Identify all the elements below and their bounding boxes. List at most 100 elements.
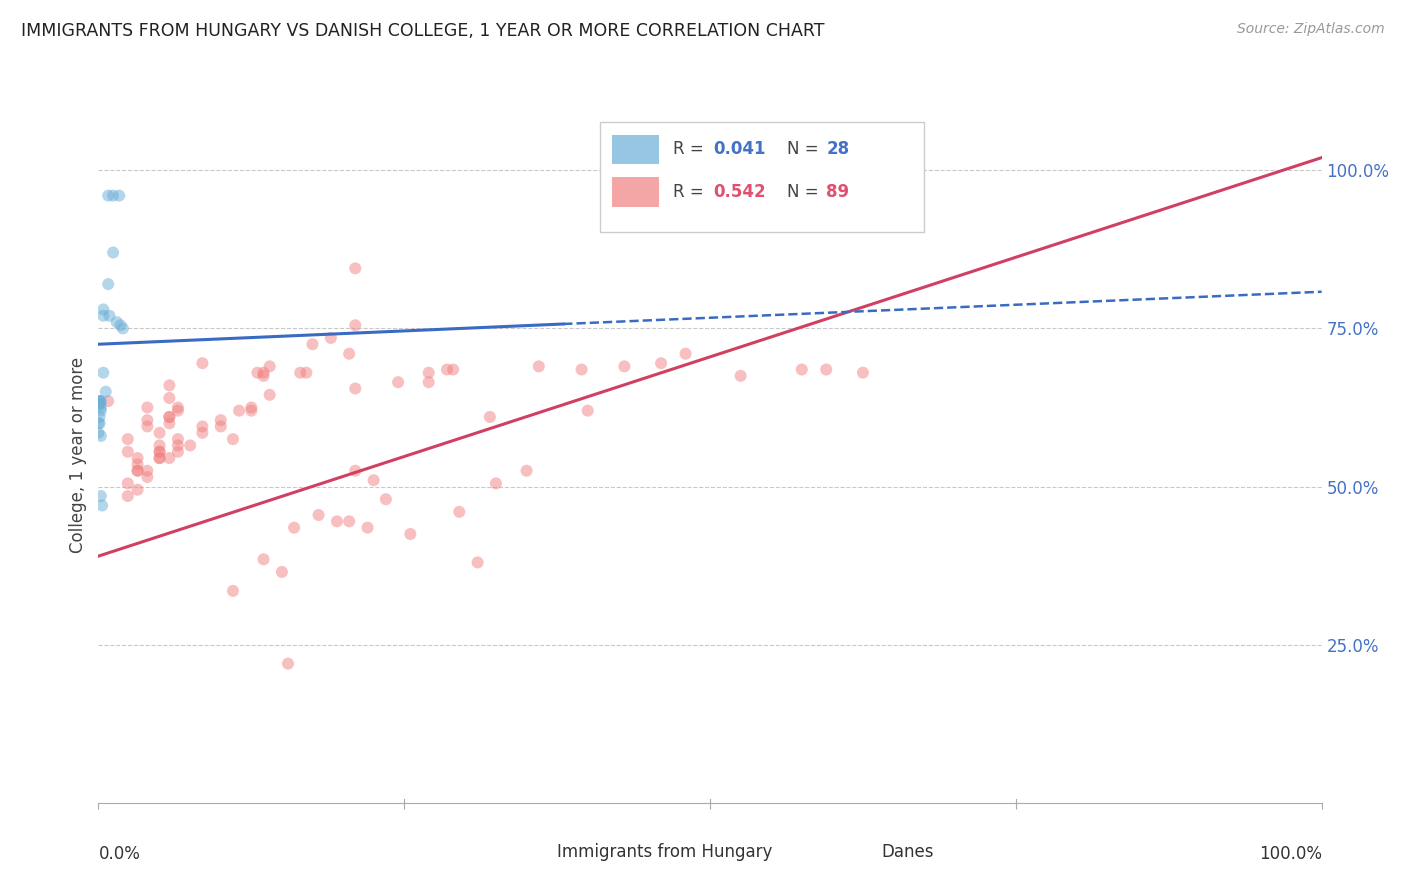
Point bbox=[111, 321, 134, 335]
Point bbox=[157, 417, 180, 431]
Point bbox=[418, 375, 440, 389]
Point bbox=[97, 188, 120, 202]
Point bbox=[127, 464, 149, 478]
Point bbox=[157, 451, 180, 466]
Point bbox=[209, 413, 232, 427]
Point bbox=[209, 419, 232, 434]
Text: 0.0%: 0.0% bbox=[98, 845, 141, 863]
Point bbox=[418, 366, 440, 380]
Point bbox=[117, 432, 139, 446]
Point bbox=[167, 432, 190, 446]
Point bbox=[127, 464, 149, 478]
Point bbox=[283, 521, 305, 535]
Point bbox=[191, 356, 214, 370]
Point bbox=[613, 359, 636, 374]
Point bbox=[240, 401, 263, 415]
Point bbox=[87, 394, 110, 409]
FancyBboxPatch shape bbox=[600, 122, 924, 232]
Point bbox=[117, 476, 139, 491]
Point bbox=[270, 565, 294, 579]
Point bbox=[117, 444, 139, 458]
Point bbox=[191, 425, 214, 440]
Point bbox=[90, 394, 112, 409]
Point bbox=[117, 489, 139, 503]
Point bbox=[98, 309, 121, 323]
Point bbox=[89, 417, 111, 431]
Text: 100.0%: 100.0% bbox=[1258, 845, 1322, 863]
Point bbox=[149, 451, 172, 466]
Point bbox=[89, 397, 111, 411]
Point bbox=[576, 403, 599, 417]
Point bbox=[449, 505, 471, 519]
Point bbox=[97, 394, 120, 409]
Point bbox=[301, 337, 323, 351]
Point bbox=[399, 527, 422, 541]
Point bbox=[149, 444, 172, 458]
Text: Danes: Danes bbox=[882, 843, 934, 861]
Point bbox=[167, 403, 190, 417]
Text: 0.542: 0.542 bbox=[714, 183, 766, 201]
Point bbox=[167, 438, 190, 452]
Point bbox=[295, 366, 318, 380]
Text: 0.041: 0.041 bbox=[714, 140, 766, 159]
Point bbox=[149, 438, 172, 452]
Point bbox=[89, 409, 111, 424]
Point bbox=[675, 347, 697, 361]
Y-axis label: College, 1 year or more: College, 1 year or more bbox=[69, 357, 87, 553]
Point bbox=[127, 458, 149, 472]
Point bbox=[91, 302, 114, 317]
Point bbox=[101, 245, 124, 260]
Point bbox=[374, 492, 396, 507]
Point bbox=[157, 409, 180, 424]
Point bbox=[527, 359, 550, 374]
Point bbox=[730, 368, 752, 383]
FancyBboxPatch shape bbox=[827, 842, 869, 862]
Point bbox=[815, 362, 838, 376]
Point bbox=[344, 464, 367, 478]
Point bbox=[308, 508, 330, 522]
Point bbox=[319, 331, 342, 345]
Point bbox=[87, 425, 110, 440]
Point bbox=[852, 366, 875, 380]
Point bbox=[222, 432, 245, 446]
Point bbox=[97, 277, 120, 292]
Point bbox=[363, 473, 385, 487]
Point bbox=[149, 425, 172, 440]
Point bbox=[110, 318, 132, 333]
Point bbox=[246, 366, 269, 380]
Point bbox=[90, 401, 112, 415]
Point bbox=[387, 375, 409, 389]
Point bbox=[157, 391, 180, 405]
Text: N =: N = bbox=[787, 140, 824, 159]
Point bbox=[240, 403, 263, 417]
Point bbox=[167, 401, 190, 415]
Point bbox=[89, 394, 111, 409]
Point bbox=[136, 413, 159, 427]
Point bbox=[157, 409, 180, 424]
Point bbox=[87, 417, 110, 431]
Point bbox=[136, 401, 159, 415]
Point bbox=[149, 444, 172, 458]
Point bbox=[277, 657, 299, 671]
Point bbox=[127, 451, 149, 466]
Point bbox=[179, 438, 201, 452]
Point bbox=[90, 489, 112, 503]
Point bbox=[91, 309, 114, 323]
Point bbox=[478, 409, 501, 424]
FancyBboxPatch shape bbox=[502, 842, 546, 862]
Text: R =: R = bbox=[673, 140, 710, 159]
Point bbox=[89, 394, 111, 409]
Point bbox=[94, 384, 117, 399]
Point bbox=[790, 362, 813, 376]
Point bbox=[344, 318, 367, 333]
Text: N =: N = bbox=[787, 183, 824, 201]
FancyBboxPatch shape bbox=[612, 135, 658, 164]
Point bbox=[91, 366, 114, 380]
Point bbox=[136, 419, 159, 434]
Point bbox=[191, 419, 214, 434]
Point bbox=[252, 552, 274, 566]
Point bbox=[136, 470, 159, 484]
Point bbox=[89, 397, 111, 411]
Text: Source: ZipAtlas.com: Source: ZipAtlas.com bbox=[1237, 22, 1385, 37]
Point bbox=[252, 366, 274, 380]
